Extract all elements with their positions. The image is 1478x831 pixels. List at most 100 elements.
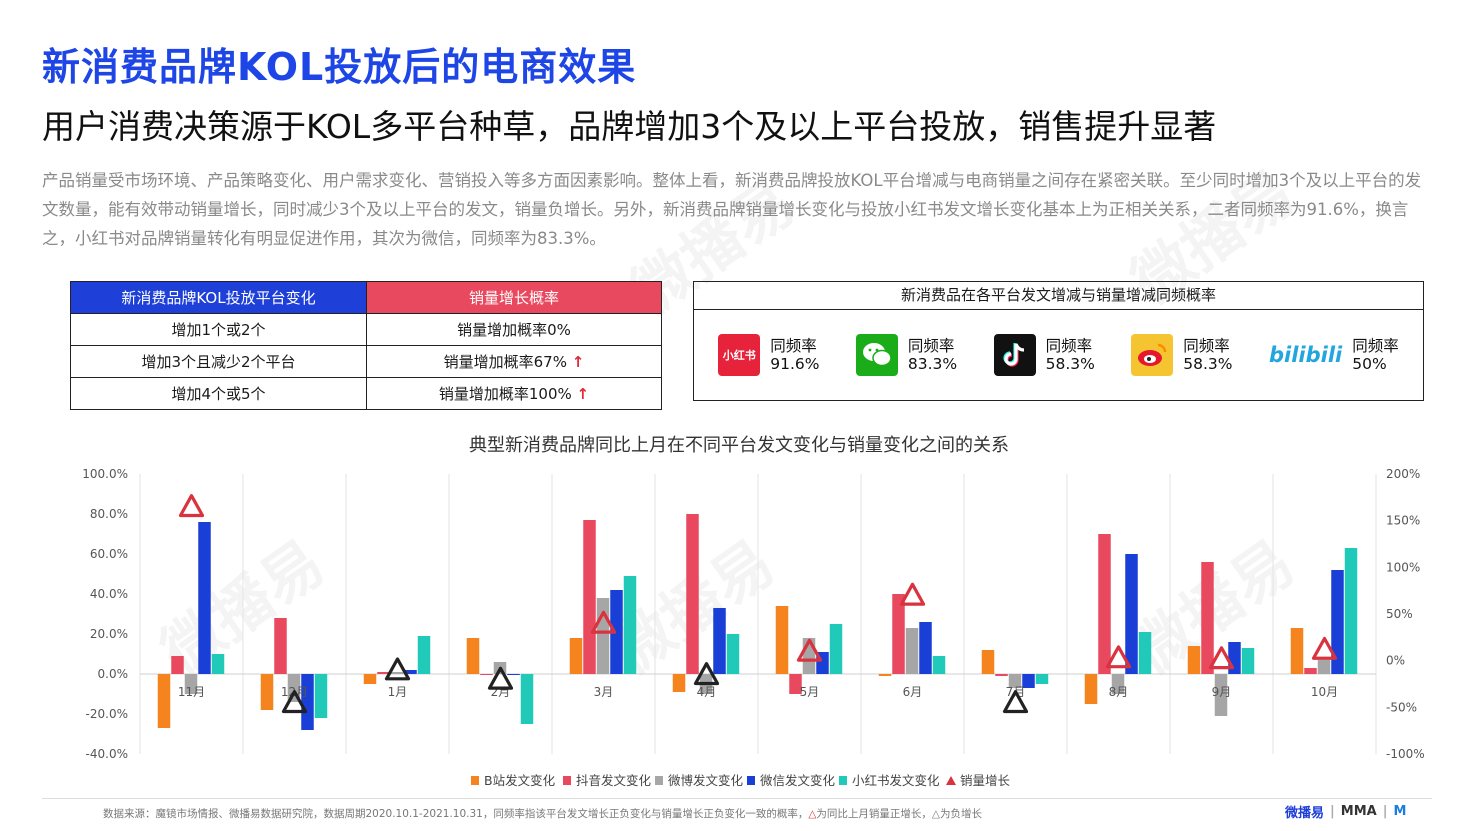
table-row: 增加4个或5个 销量增加概率100% ↑ (70, 377, 662, 410)
y2-tick-label: -50% (1386, 700, 1417, 714)
y-tick-label: 20.0% (90, 627, 128, 641)
sales-marker (590, 610, 617, 634)
bilibili-icon: bilibili (1268, 343, 1343, 367)
bar (1035, 674, 1049, 684)
bar (507, 674, 520, 675)
bar (363, 674, 377, 684)
sales-marker (1208, 646, 1235, 670)
bar (1125, 554, 1138, 674)
sales-marker (899, 582, 926, 606)
y2-tick-label: 150% (1386, 514, 1420, 528)
bar (1098, 534, 1111, 674)
x-tick-label: 6月 (903, 685, 923, 699)
source-note: 数据来源：魔镜市场情报、微播易数据研究院，数据周期2020.10.1-2021.… (103, 808, 982, 820)
up-arrow-icon: ↑ (571, 353, 585, 371)
y-tick-label: 0.0% (98, 667, 129, 681)
bar (610, 590, 623, 674)
platform-label: 同频率 (1352, 337, 1399, 355)
legend-label: B站发文变化 (484, 773, 556, 788)
bar (1317, 660, 1331, 674)
table-cell-change: 增加3个且减少2个平台 (70, 345, 367, 378)
bar (789, 674, 802, 694)
y-tick-label: 80.0% (90, 507, 128, 521)
bar (1022, 674, 1035, 688)
wechat-icon (855, 334, 898, 376)
bar (520, 674, 534, 724)
y-tick-label: 40.0% (90, 587, 128, 601)
douyin-icon (993, 334, 1036, 376)
table-header-change: 新消费品牌KOL投放平台变化 (70, 281, 367, 314)
x-tick-label: 9月 (1212, 685, 1232, 699)
intro-paragraph: 产品销量受市场环境、产品策略变化、用户需求变化、营销投入等多方面因素影响。整体上… (42, 171, 1422, 248)
legend-label: 小红书发文变化 (852, 773, 940, 788)
platform-value: 83.3% (907, 355, 958, 373)
platform-weibo: 同频率 58.3% (1131, 334, 1233, 376)
x-tick-label: 10月 (1311, 685, 1338, 699)
platform-value: 50% (1352, 355, 1387, 373)
bar (892, 594, 905, 674)
bar (198, 522, 211, 674)
sales-marker (1002, 690, 1029, 714)
bar (775, 606, 789, 674)
triangle-negative-icon: △ (931, 808, 940, 820)
page-title: 新消费品牌KOL投放后的电商效果 (42, 45, 637, 89)
y2-tick-label: 100% (1386, 560, 1420, 574)
legend-swatch (839, 776, 847, 785)
x-tick-label: 11月 (178, 685, 205, 699)
sales-marker (178, 494, 205, 518)
bar (274, 618, 287, 674)
table-row: 增加3个且减少2个平台 销量增加概率67% ↑ (70, 345, 662, 378)
bar (713, 608, 726, 674)
bar (404, 670, 417, 674)
bar (466, 638, 480, 674)
bar (1304, 668, 1317, 674)
xiaohongshu-icon: 小红书 (718, 334, 761, 376)
table-cell-change: 增加1个或2个 (70, 313, 367, 346)
bar (260, 674, 274, 710)
y-tick-label: -40.0% (86, 747, 128, 761)
bar (1331, 570, 1344, 674)
x-tick-label: 1月 (388, 685, 408, 699)
bar (569, 638, 583, 674)
y2-tick-label: 200% (1386, 467, 1420, 481)
bar (905, 628, 919, 674)
chart-title: 典型新消费品牌同比上月在不同平台发文变化与销量变化之间的关系 (469, 435, 1009, 456)
bar (995, 674, 1008, 676)
legend-label: 销量增长 (960, 773, 1011, 788)
bar (829, 624, 843, 674)
x-tick-label: 5月 (800, 685, 820, 699)
y-tick-label: 100.0% (82, 467, 128, 481)
sales-marker (487, 666, 514, 690)
mma-logo: MMA (1340, 804, 1377, 819)
bar (1008, 674, 1022, 688)
platform-value: 91.6% (770, 355, 820, 373)
legend-marker (946, 776, 956, 785)
bar (981, 650, 995, 674)
table-header-row: 新消费品牌KOL投放平台变化 销量增长概率 (70, 281, 662, 314)
bar (417, 636, 431, 674)
x-tick-label: 4月 (697, 685, 717, 699)
bar (919, 622, 932, 674)
bar (596, 598, 610, 674)
bar (1241, 648, 1255, 674)
platform-change-table: 新消费品牌KOL投放平台变化 销量增长概率 增加1个或2个 销量增加概率0% 增… (70, 281, 662, 410)
legend-label: 微博发文变化 (668, 773, 744, 788)
bar (583, 520, 596, 674)
y-tick-label: -20.0% (86, 707, 128, 721)
up-arrow-icon: ↑ (576, 385, 590, 403)
platform-value: 58.3% (1183, 355, 1233, 373)
platform-label: 同频率 (770, 337, 817, 355)
sales-marker (281, 690, 308, 714)
bar (686, 514, 699, 674)
bar (301, 674, 314, 730)
page-subtitle: 用户消费决策源于KOL多平台种草，品牌增加3个及以上平台投放，销售提升显著 (42, 107, 1217, 146)
sales-marker (1311, 636, 1338, 660)
platform-wechat: 同频率 83.3% (855, 334, 958, 376)
weiboyi-logo: 微播易 (1285, 806, 1325, 821)
sales-marker (796, 638, 823, 662)
y2-tick-label: 0% (1386, 654, 1405, 668)
bar (171, 656, 184, 674)
x-tick-label: 3月 (594, 685, 614, 699)
bar (1187, 646, 1201, 674)
legend-swatch (471, 776, 479, 785)
